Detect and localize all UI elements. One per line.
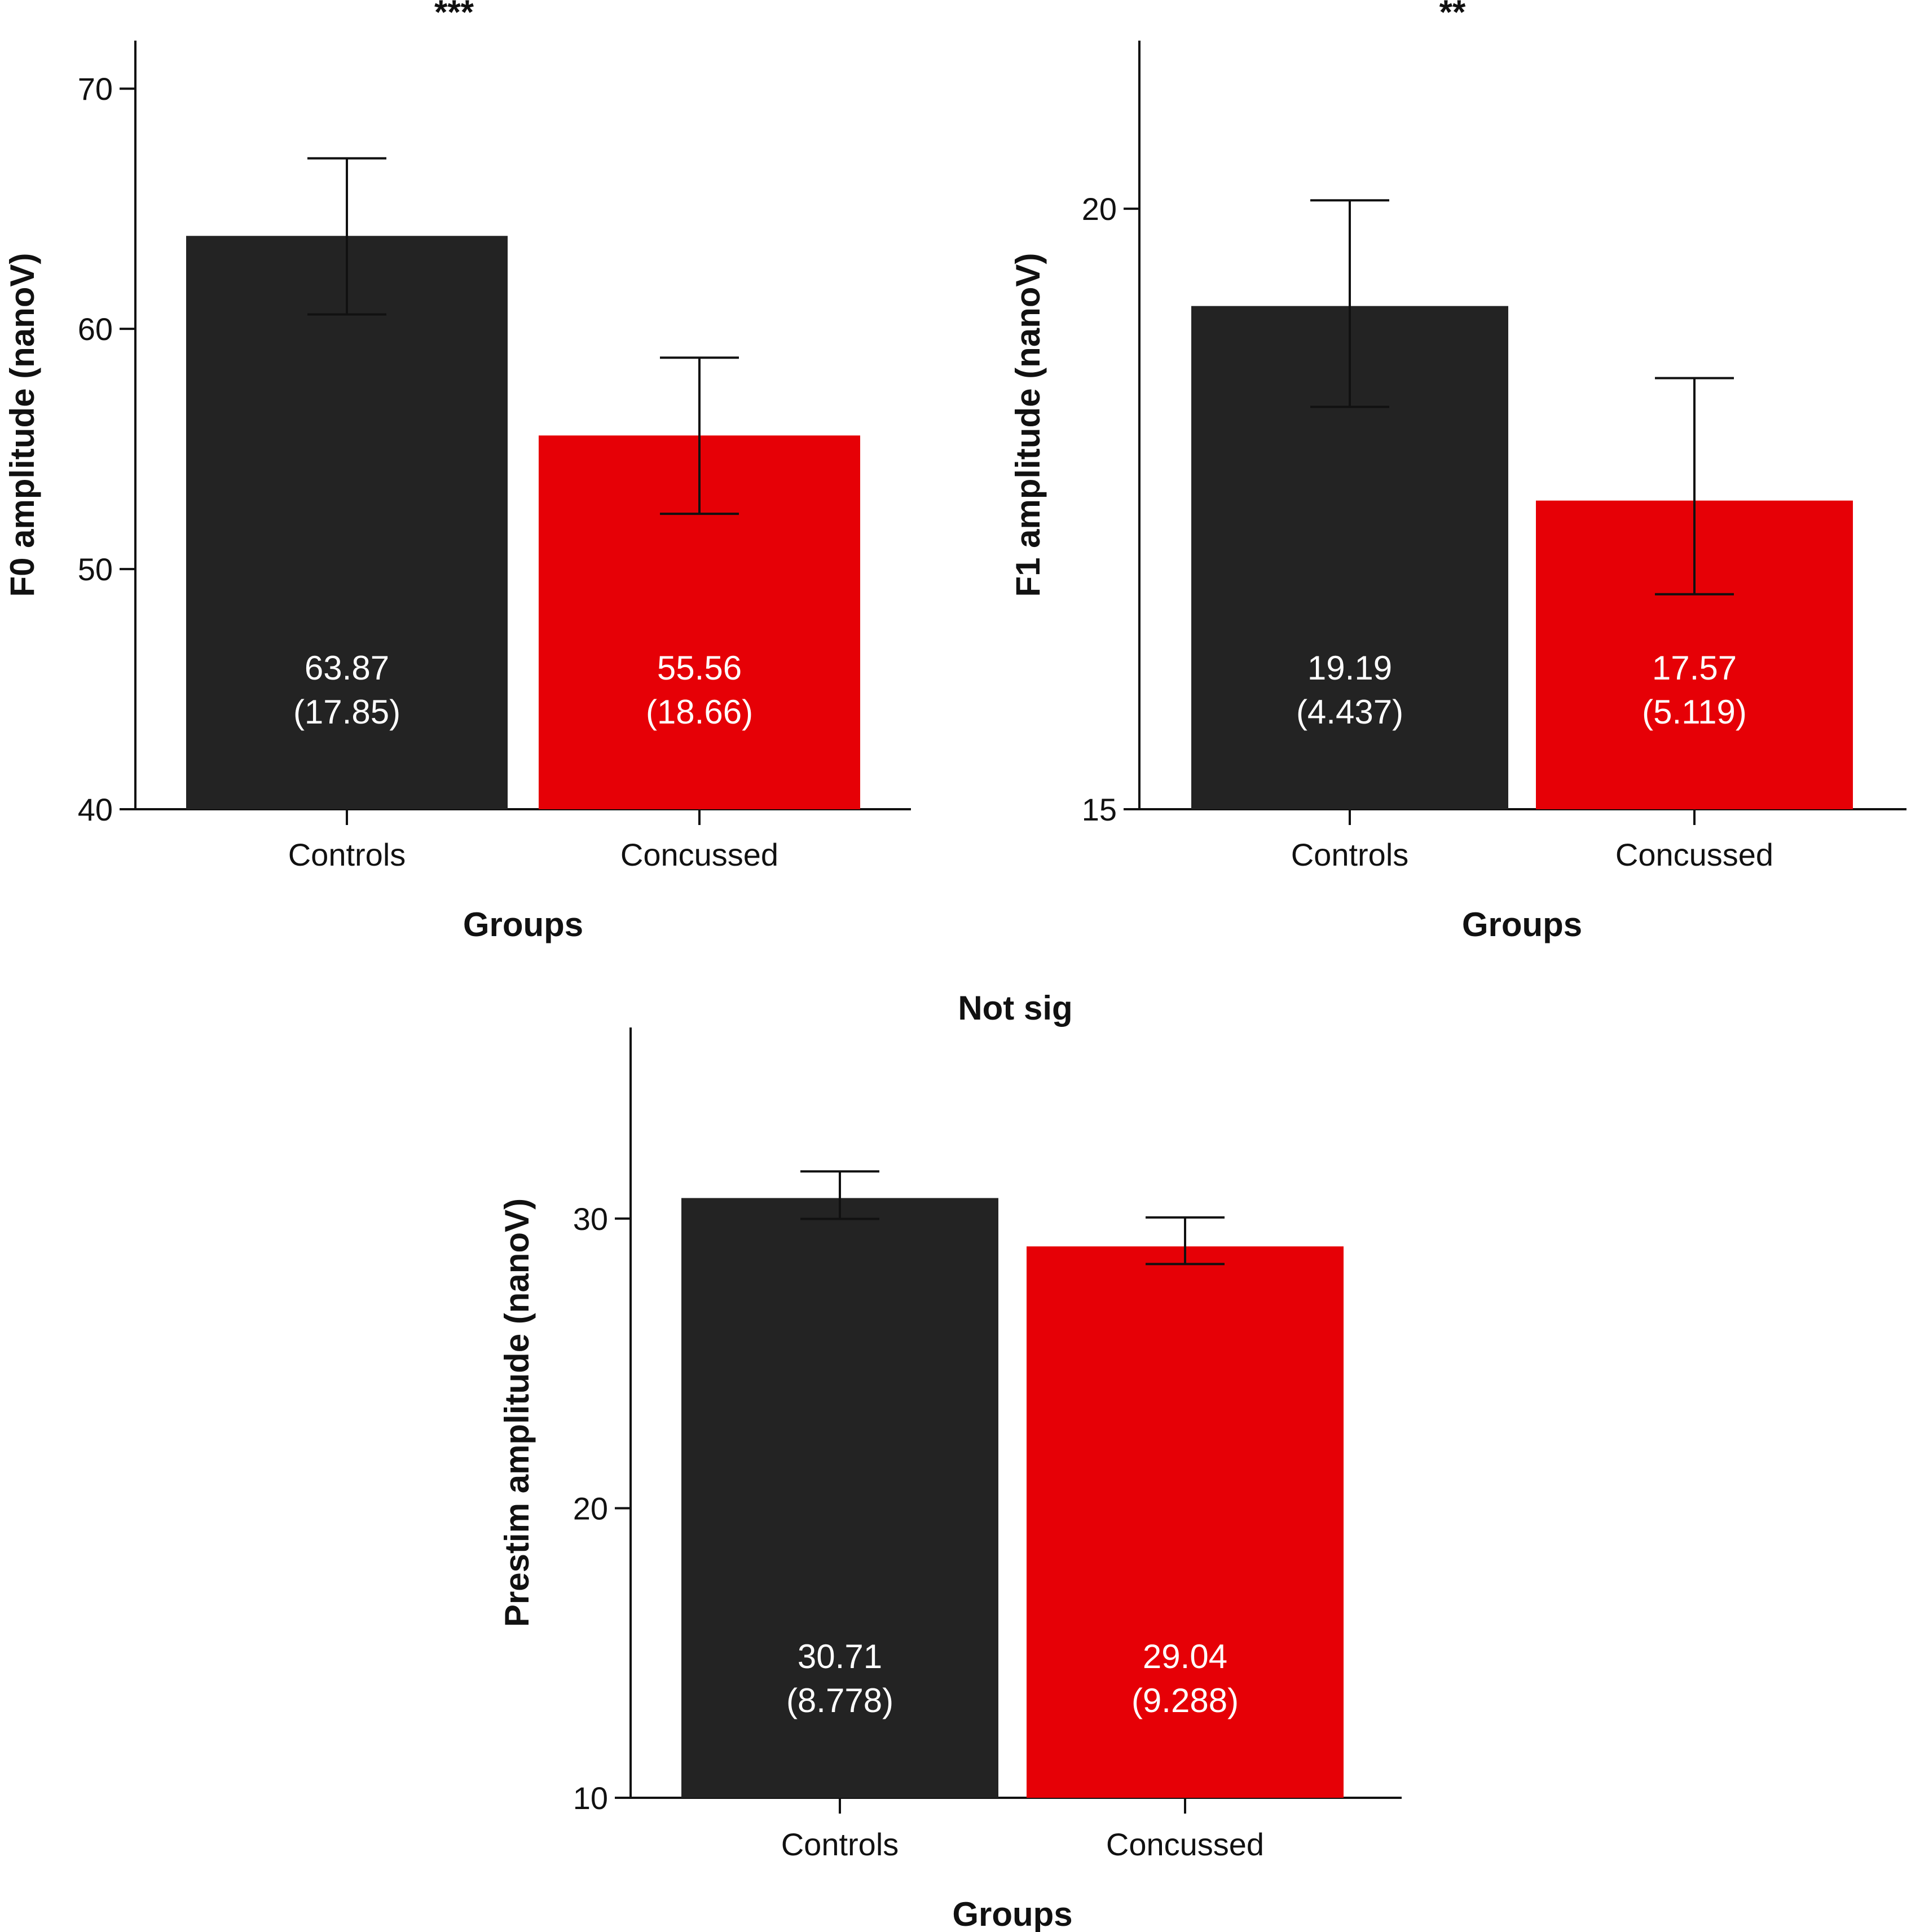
- bar-value-label: 55.56: [657, 649, 742, 687]
- y-tick-label: 60: [78, 311, 113, 347]
- bar-sd-label: (4.437): [1296, 693, 1403, 731]
- bar-sd-label: (9.288): [1131, 1682, 1239, 1719]
- bar-sd-label: (18.66): [646, 693, 753, 731]
- bar-controls: [681, 1198, 998, 1798]
- y-tick-label: 70: [78, 71, 113, 107]
- chart-prestim: Not sig 10 20 30 30.71 (8.778) Controls 29.04 (9…: [498, 989, 1402, 1932]
- y-tick-label: 20: [573, 1490, 608, 1526]
- x-axis-title: Groups: [952, 1895, 1072, 1932]
- x-tick-label: Controls: [288, 837, 406, 872]
- x-tick-label: Concussed: [1615, 837, 1773, 872]
- bar-value-label: 63.87: [305, 649, 389, 687]
- bar-sd-label: (17.85): [293, 693, 400, 731]
- y-tick-label: 30: [573, 1201, 608, 1237]
- y-axis-title: Prestim amplitude (nanoV): [498, 1198, 536, 1627]
- y-tick-label: 10: [573, 1780, 608, 1816]
- x-tick-label: Controls: [781, 1827, 899, 1862]
- y-tick-label: 15: [1082, 792, 1117, 827]
- y-tick-label: 50: [78, 552, 113, 587]
- y-tick-label: 20: [1082, 191, 1117, 227]
- x-axis-title: Groups: [1462, 906, 1582, 943]
- bar-concussed: [1027, 1246, 1344, 1798]
- x-tick-label: Concussed: [620, 837, 778, 872]
- x-tick-label: Controls: [1291, 837, 1409, 872]
- bar-sd-label: (8.778): [786, 1682, 893, 1719]
- x-axis-title: Groups: [463, 906, 583, 943]
- significance-label: Not sig: [958, 989, 1072, 1027]
- y-axis-title: F0 amplitude (nanoV): [3, 253, 41, 597]
- bar-value-label: 17.57: [1652, 649, 1737, 687]
- bar-value-label: 19.19: [1307, 649, 1392, 687]
- y-tick-label: 40: [78, 792, 113, 827]
- chart-f0: *** 40 50 60 70 63.87 (17.85) Controls 55.56 (18.…: [3, 0, 911, 943]
- bar-controls: [186, 236, 508, 809]
- bar-value-label: 29.04: [1143, 1638, 1227, 1675]
- significance-label: **: [1439, 0, 1466, 31]
- bar-sd-label: (5.119): [1642, 693, 1747, 731]
- x-tick-label: Concussed: [1106, 1827, 1264, 1862]
- chart-f1: ** 15 20 19.19 (4.437) Controls 17.57 (5.119) Co…: [1009, 0, 1906, 943]
- y-axis-title: F1 amplitude (nanoV): [1009, 253, 1047, 597]
- bar-value-label: 30.71: [798, 1638, 882, 1675]
- significance-label: ***: [434, 0, 474, 31]
